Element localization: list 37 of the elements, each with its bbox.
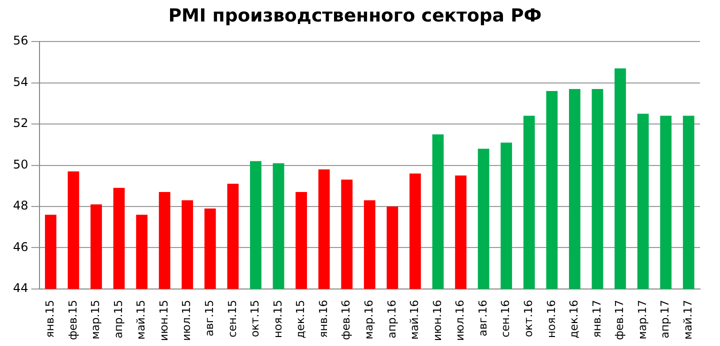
x-tick-label: май.17 <box>681 300 694 340</box>
x-tick-label: янв.16 <box>316 300 330 338</box>
x-tick-label: апр.16 <box>385 300 398 338</box>
x-tick-label: янв.15 <box>44 300 57 338</box>
x-tick-label: янв.17 <box>590 300 604 338</box>
x-tick-label: июл.16 <box>454 300 467 341</box>
x-tick-label: май.16 <box>408 300 422 340</box>
y-tick-label: 44 <box>12 281 28 296</box>
y-tick-label: 50 <box>12 157 28 172</box>
x-tick-label: фев.16 <box>340 300 353 340</box>
x-tick-label: сен.16 <box>499 300 512 338</box>
x-tick-label: окт.16 <box>522 300 535 338</box>
x-tick-label: апр.17 <box>658 300 672 338</box>
x-tick-label: фев.17 <box>613 300 626 340</box>
x-tick-label: ноя.15 <box>271 300 284 338</box>
y-tick-label: 46 <box>12 240 28 254</box>
x-tick-label: май.15 <box>134 300 148 340</box>
x-tick-label: июн.15 <box>157 300 170 342</box>
x-tick-label: окт.15 <box>248 300 262 338</box>
x-tick-label: мар.16 <box>362 300 376 340</box>
chart-title: PMI производственного сектора РФ <box>168 5 542 26</box>
x-tick-label: мар.17 <box>636 300 649 340</box>
x-tick-label: июн.16 <box>430 300 444 342</box>
y-tick-label: 56 <box>12 34 28 48</box>
x-tick-label: сен.15 <box>226 300 239 338</box>
y-tick-label: 52 <box>12 116 28 130</box>
x-tick-label: дек.16 <box>568 300 581 338</box>
x-tick-label: апр.15 <box>112 300 125 338</box>
x-tick-label: мар.15 <box>89 300 102 340</box>
x-tick-label: фев.15 <box>66 300 80 340</box>
x-tick-label: авг.15 <box>203 300 216 336</box>
x-tick-label: авг.16 <box>476 300 490 336</box>
y-tick-label: 54 <box>12 74 28 89</box>
x-tick-label: июл.15 <box>180 300 194 341</box>
y-tick-label: 48 <box>12 198 28 213</box>
x-tick-label: ноя.16 <box>544 300 558 338</box>
x-tick-label: дек.15 <box>294 300 308 338</box>
